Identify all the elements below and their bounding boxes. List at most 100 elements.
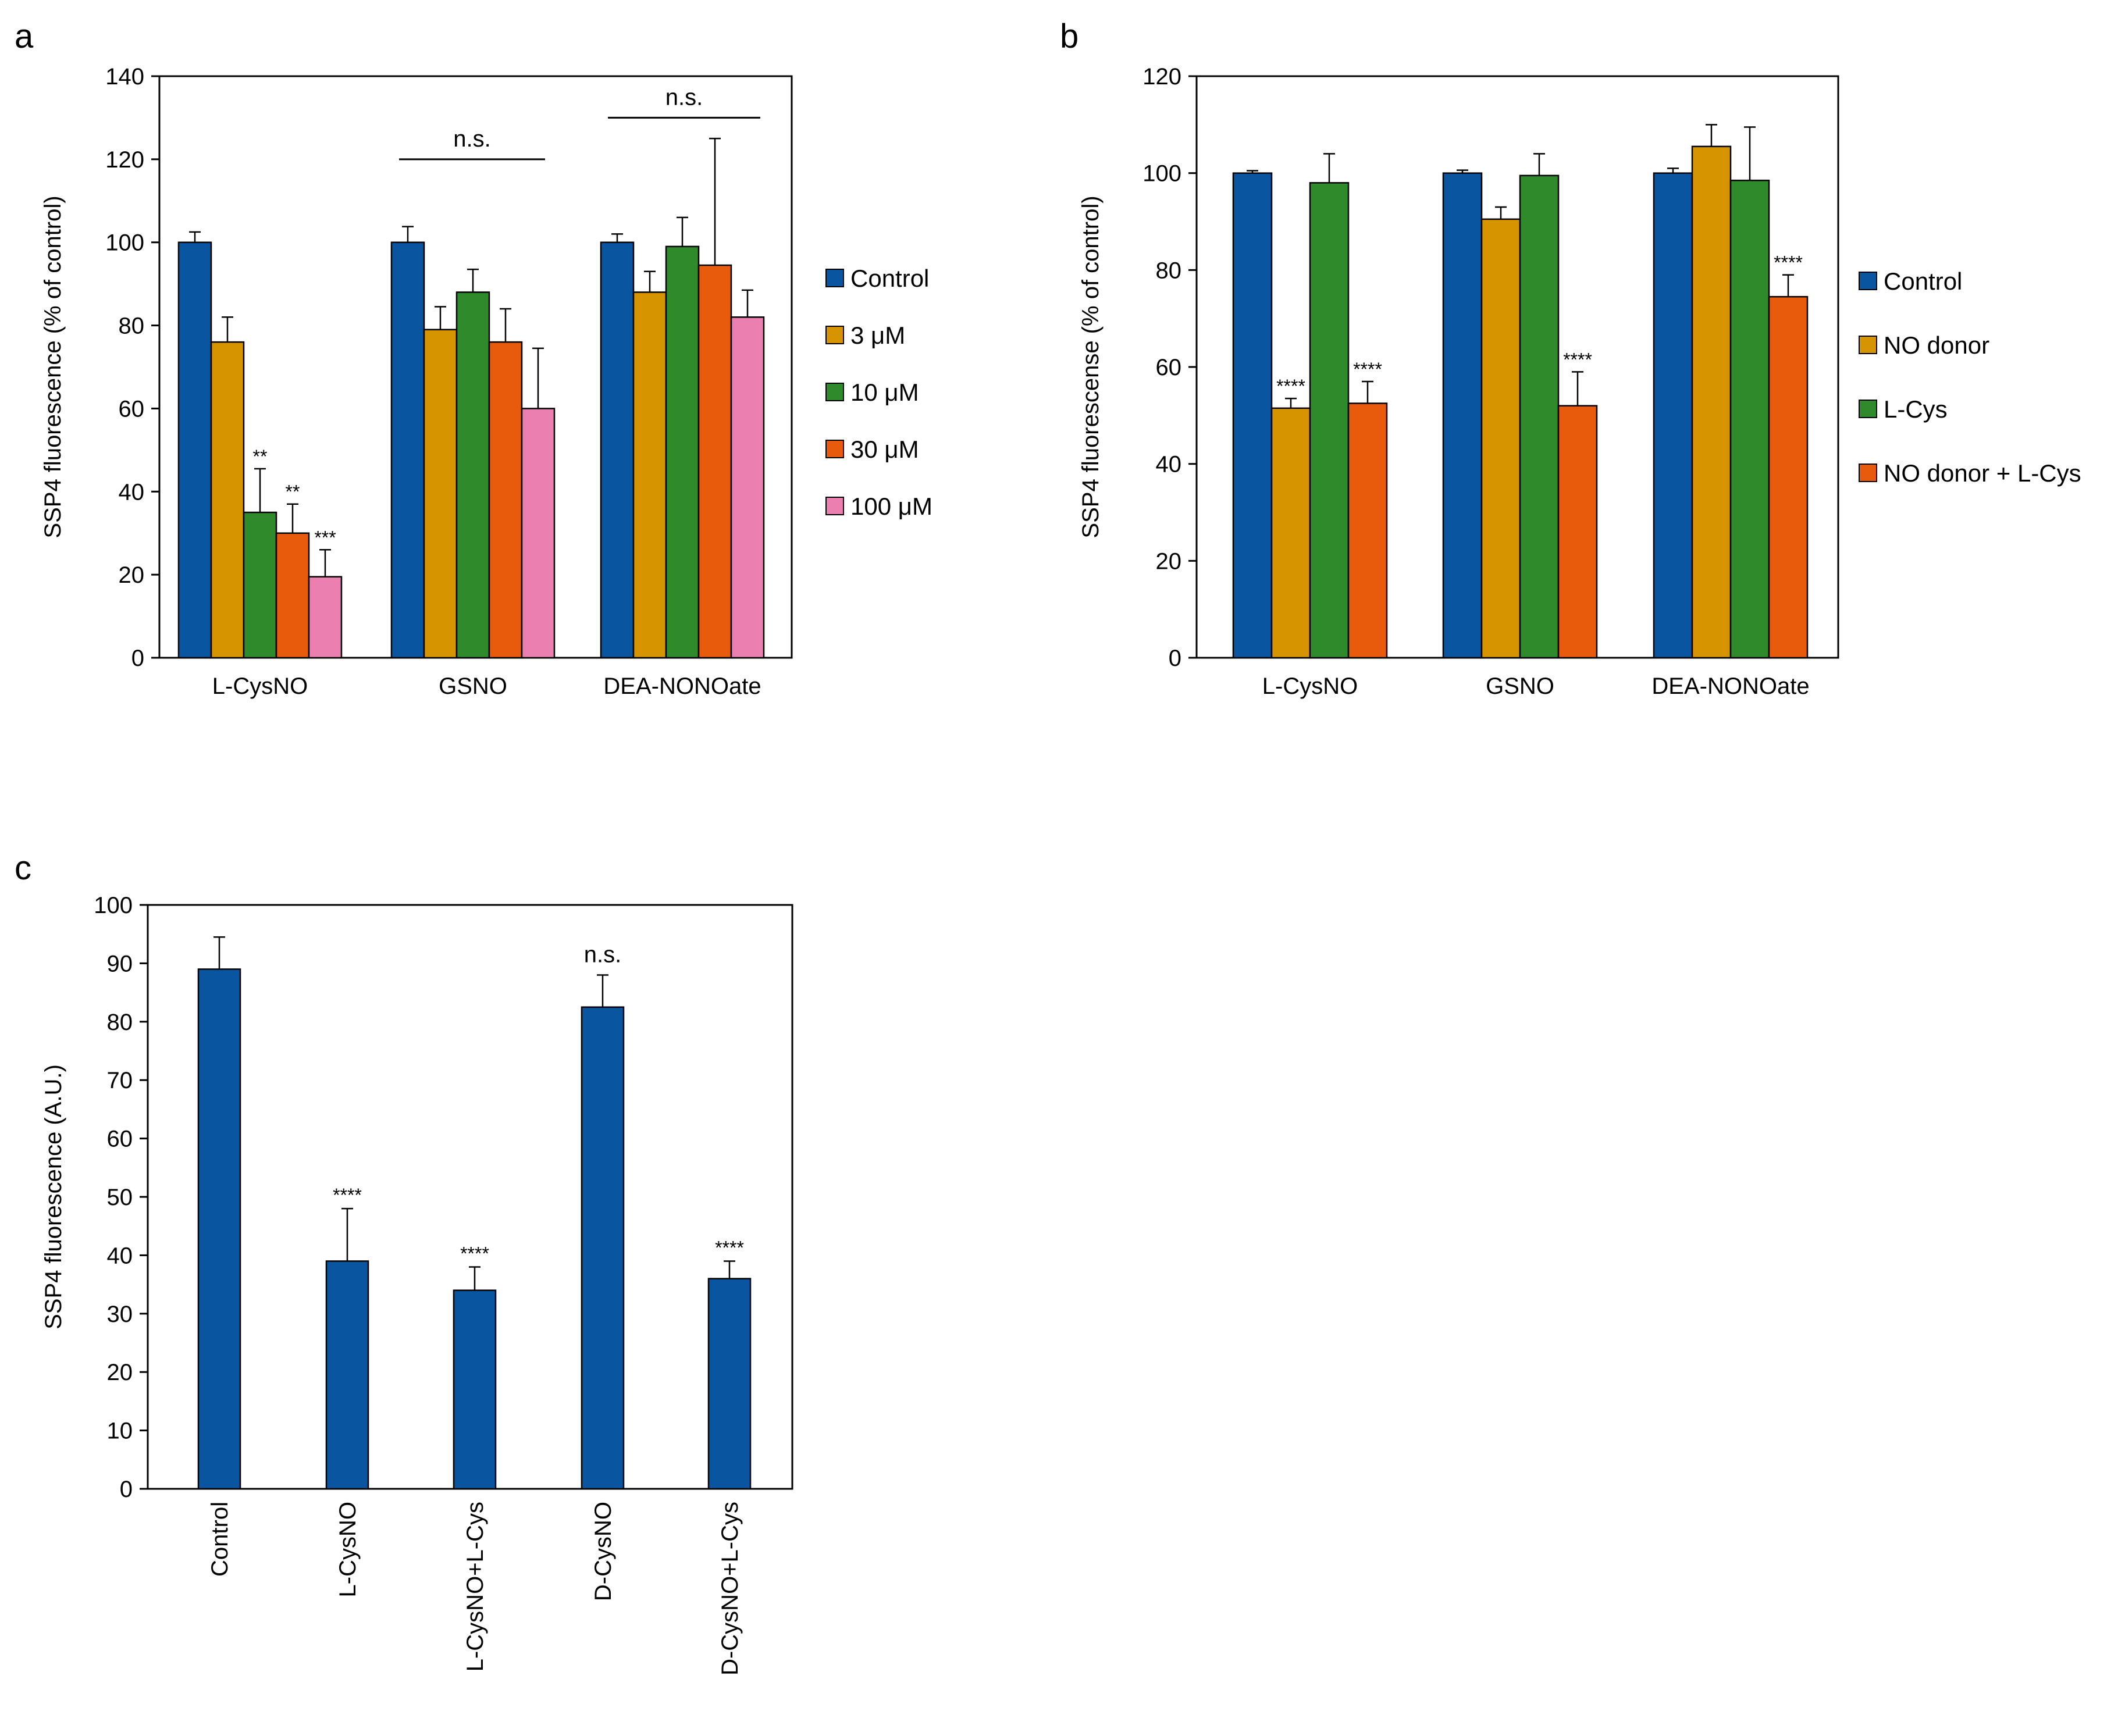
bar-b-1-0: [1442, 172, 1483, 659]
panel-a: a 0 20 40 60 80 100 120 140 SSP4 fluorescence (% …: [15, 17, 932, 699]
legend-swatch-a-2: [825, 383, 844, 401]
bar-label-c-3: n.s.: [584, 942, 621, 967]
y-tick-label-a: 100: [105, 230, 144, 256]
y-tick-label-c: 50: [107, 1185, 133, 1210]
y-tick-label-c: 40: [107, 1243, 133, 1268]
y-tick-label-a: 20: [119, 562, 145, 588]
bar-a-0-4: [308, 576, 343, 659]
y-tick-label-b: 60: [1156, 355, 1182, 380]
bar-label-c-1: ****: [333, 1185, 362, 1206]
bar-a-1-2: [455, 291, 490, 659]
legend-label-b-0: Control: [1884, 268, 1962, 295]
y-tick-label-b: 80: [1156, 258, 1182, 283]
y-tick-label-b: 40: [1156, 452, 1182, 477]
bar-a-0-1: [210, 341, 245, 659]
bar-c-2-0: [453, 1289, 497, 1490]
y-tick-label-a: 140: [105, 64, 144, 90]
y-tick-label-a: 60: [119, 396, 145, 422]
significance-label-a-1: **: [286, 482, 300, 502]
bar-a-2-1: [632, 291, 667, 659]
significance-label-a-0: **: [253, 446, 268, 467]
y-axis-title-b: SSP4 fluorescense (% of control): [1078, 195, 1104, 538]
legend-label-b-1: NO donor: [1884, 331, 1989, 359]
category-label-a-2: DEA-NONOate: [603, 673, 761, 699]
bar-label-c-4: ****: [715, 1237, 744, 1258]
significance-label-b-1: ****: [1353, 359, 1382, 380]
bar-a-0-0: [177, 241, 212, 659]
category-label-a-1: GSNO: [439, 673, 507, 699]
legend-swatch-a-4: [825, 497, 844, 515]
bar-b-2-3: [1768, 295, 1809, 659]
legend-label-a-2: 10 μM: [850, 379, 919, 406]
panel-label-a: a: [15, 17, 34, 55]
ns-label-a-1: n.s.: [665, 84, 703, 110]
legend-b: Control NO donor L-Cys NO donor + L-Cys: [1859, 268, 2081, 487]
y-axis-title-c: SSP4 fluorescence (A.U.): [41, 1064, 66, 1329]
bar-b-1-2: [1519, 174, 1560, 659]
bar-b-2-2: [1729, 179, 1770, 659]
legend-swatch-a-1: [825, 326, 844, 344]
bar-a-0-2: [243, 511, 277, 659]
bar-a-2-0: [600, 241, 635, 659]
y-tick-label-c: 20: [107, 1360, 133, 1385]
legend-label-a-0: Control: [850, 265, 929, 292]
y-tick-label-b: 100: [1142, 161, 1181, 187]
legend-swatch-b-1: [1859, 336, 1877, 354]
bar-c-4-0: [707, 1278, 752, 1490]
y-tick-label-c: 10: [107, 1418, 133, 1444]
y-tick-label-c: 100: [94, 893, 133, 918]
y-axis-title-a: SSP4 fluorescence (% of control): [40, 195, 66, 538]
panel-label-b: b: [1060, 17, 1078, 55]
legend-label-b-2: L-Cys: [1884, 395, 1948, 423]
bar-c-1-0: [325, 1260, 369, 1490]
y-tick-label-a: 40: [119, 479, 145, 505]
y-tick-label-c: 70: [107, 1068, 133, 1093]
bar-b-2-0: [1653, 172, 1693, 659]
bar-b-2-1: [1691, 145, 1732, 659]
significance-label-a-2: ***: [314, 527, 336, 548]
bar-b-0-3: [1347, 402, 1388, 659]
category-label-b-2: DEA-NONOate: [1651, 673, 1809, 699]
bar-a-0-3: [275, 532, 310, 659]
legend-swatch-a-3: [825, 440, 844, 458]
bar-label-c-2: ****: [460, 1243, 489, 1264]
category-label-b-0: L-CysNO: [1262, 673, 1358, 699]
panel-c: c 0 10 20 30 40 50 60 70 80 90 100 SSP4 fluorescence…: [15, 849, 793, 1676]
y-tick-label-c: 30: [107, 1302, 133, 1327]
significance-label-b-0: ****: [1276, 376, 1305, 397]
category-label-c-4: D-CysNO+L-Cys: [717, 1502, 743, 1676]
bar-c-0-0: [197, 968, 241, 1490]
bar-b-1-3: [1557, 405, 1598, 659]
bar-b-0-2: [1309, 182, 1350, 659]
legend-label-a-3: 30 μM: [850, 436, 919, 463]
y-tick-label-c: 80: [107, 1010, 133, 1035]
y-tick-label-b: 120: [1142, 64, 1181, 90]
bar-a-2-4: [730, 316, 765, 659]
y-tick-label-c: 0: [120, 1477, 133, 1502]
panel-label-c: c: [15, 849, 31, 887]
y-tick-label-c: 90: [107, 951, 133, 976]
bar-a-1-4: [521, 408, 556, 659]
y-tick-label-a: 0: [131, 646, 144, 671]
y-tick-label-a: 120: [105, 147, 144, 173]
bar-a-2-3: [697, 264, 732, 659]
legend-label-a-1: 3 μM: [850, 322, 905, 349]
y-tick-label-a: 80: [119, 313, 145, 339]
legend-swatch-a-0: [825, 269, 844, 287]
legend-a: Control 3 μM 10 μM 30 μM 100 μM: [825, 265, 932, 520]
significance-label-b-2: ****: [1563, 349, 1592, 370]
bar-b-0-0: [1232, 172, 1273, 659]
category-label-c-2: L-CysNO+L-Cys: [462, 1502, 488, 1671]
legend-label-a-4: 100 μM: [850, 493, 932, 520]
y-tick-label-c: 60: [107, 1127, 133, 1152]
category-label-c-0: Control: [207, 1502, 233, 1577]
legend-swatch-b-3: [1859, 464, 1877, 482]
y-tick-label-b: 20: [1156, 548, 1182, 574]
category-label-c-3: D-CysNO: [590, 1502, 616, 1601]
category-label-b-1: GSNO: [1486, 673, 1554, 699]
category-label-a-0: L-CysNO: [212, 673, 308, 699]
bar-a-1-1: [423, 329, 458, 659]
bar-b-0-1: [1270, 407, 1311, 659]
panel-b: b 0 20 40 60 80 100 120 SSP4 fluorescense (% of …: [1060, 17, 2081, 699]
